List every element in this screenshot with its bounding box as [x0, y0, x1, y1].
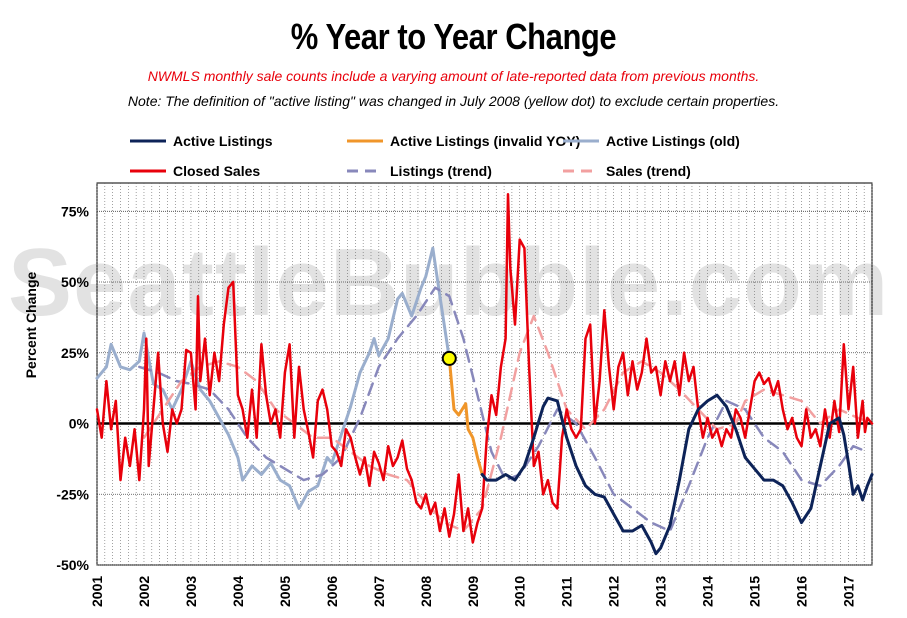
legend-label: Listings (trend) [390, 163, 492, 179]
x-tick-label: 2008 [418, 576, 434, 607]
y-tick-label: -25% [56, 486, 89, 502]
x-tick-label: 2013 [653, 576, 669, 607]
x-tick-label: 2006 [324, 576, 340, 607]
x-tick-label: 2002 [136, 576, 152, 607]
series-line-old [95, 246, 451, 510]
x-tick-label: 2012 [606, 576, 622, 607]
series-line-active [480, 393, 874, 556]
x-tick-label: 2011 [559, 576, 575, 607]
x-tick-label: 2017 [841, 576, 857, 607]
x-tick-label: 2015 [747, 576, 763, 607]
y-tick-label: 0% [69, 416, 90, 432]
series-line-sales-trend [142, 314, 874, 533]
y-tick-label: 75% [61, 203, 90, 219]
x-tick-label: 2016 [794, 576, 810, 607]
chart-title: % Year to Year Change [290, 16, 617, 57]
x-tick-label: 2007 [371, 576, 387, 607]
legend-label: Active Listings (old) [606, 133, 740, 149]
x-tick-label: 2014 [700, 576, 716, 607]
series-line-invalid [447, 356, 484, 476]
x-tick-label: 2005 [277, 576, 293, 607]
y-tick-label: 25% [61, 345, 90, 361]
watermark: SeattleBubble.com [8, 229, 890, 336]
chart-subtitle-note: Note: The definition of "active listing"… [127, 93, 780, 109]
y-axis-label: Percent Change [23, 271, 39, 378]
legend-label: Active Listings [173, 133, 273, 149]
y-tick-label: -50% [56, 557, 89, 573]
x-tick-label: 2003 [183, 576, 199, 607]
x-tick-label: 2001 [89, 576, 105, 607]
chart-subtitle-red: NWMLS monthly sale counts include a vary… [147, 68, 760, 84]
x-tick-label: 2009 [465, 576, 481, 607]
x-tick-label: 2004 [230, 576, 246, 607]
legend-label: Active Listings (invalid YOY) [390, 133, 580, 149]
legend-label: Closed Sales [173, 163, 260, 179]
legend-label: Sales (trend) [606, 163, 691, 179]
series-line-closed [95, 193, 874, 544]
plot-frame [96, 182, 873, 566]
x-tick-label: 2010 [512, 576, 528, 607]
y-tick-label: 50% [61, 274, 90, 290]
definition-change-marker [441, 350, 457, 366]
